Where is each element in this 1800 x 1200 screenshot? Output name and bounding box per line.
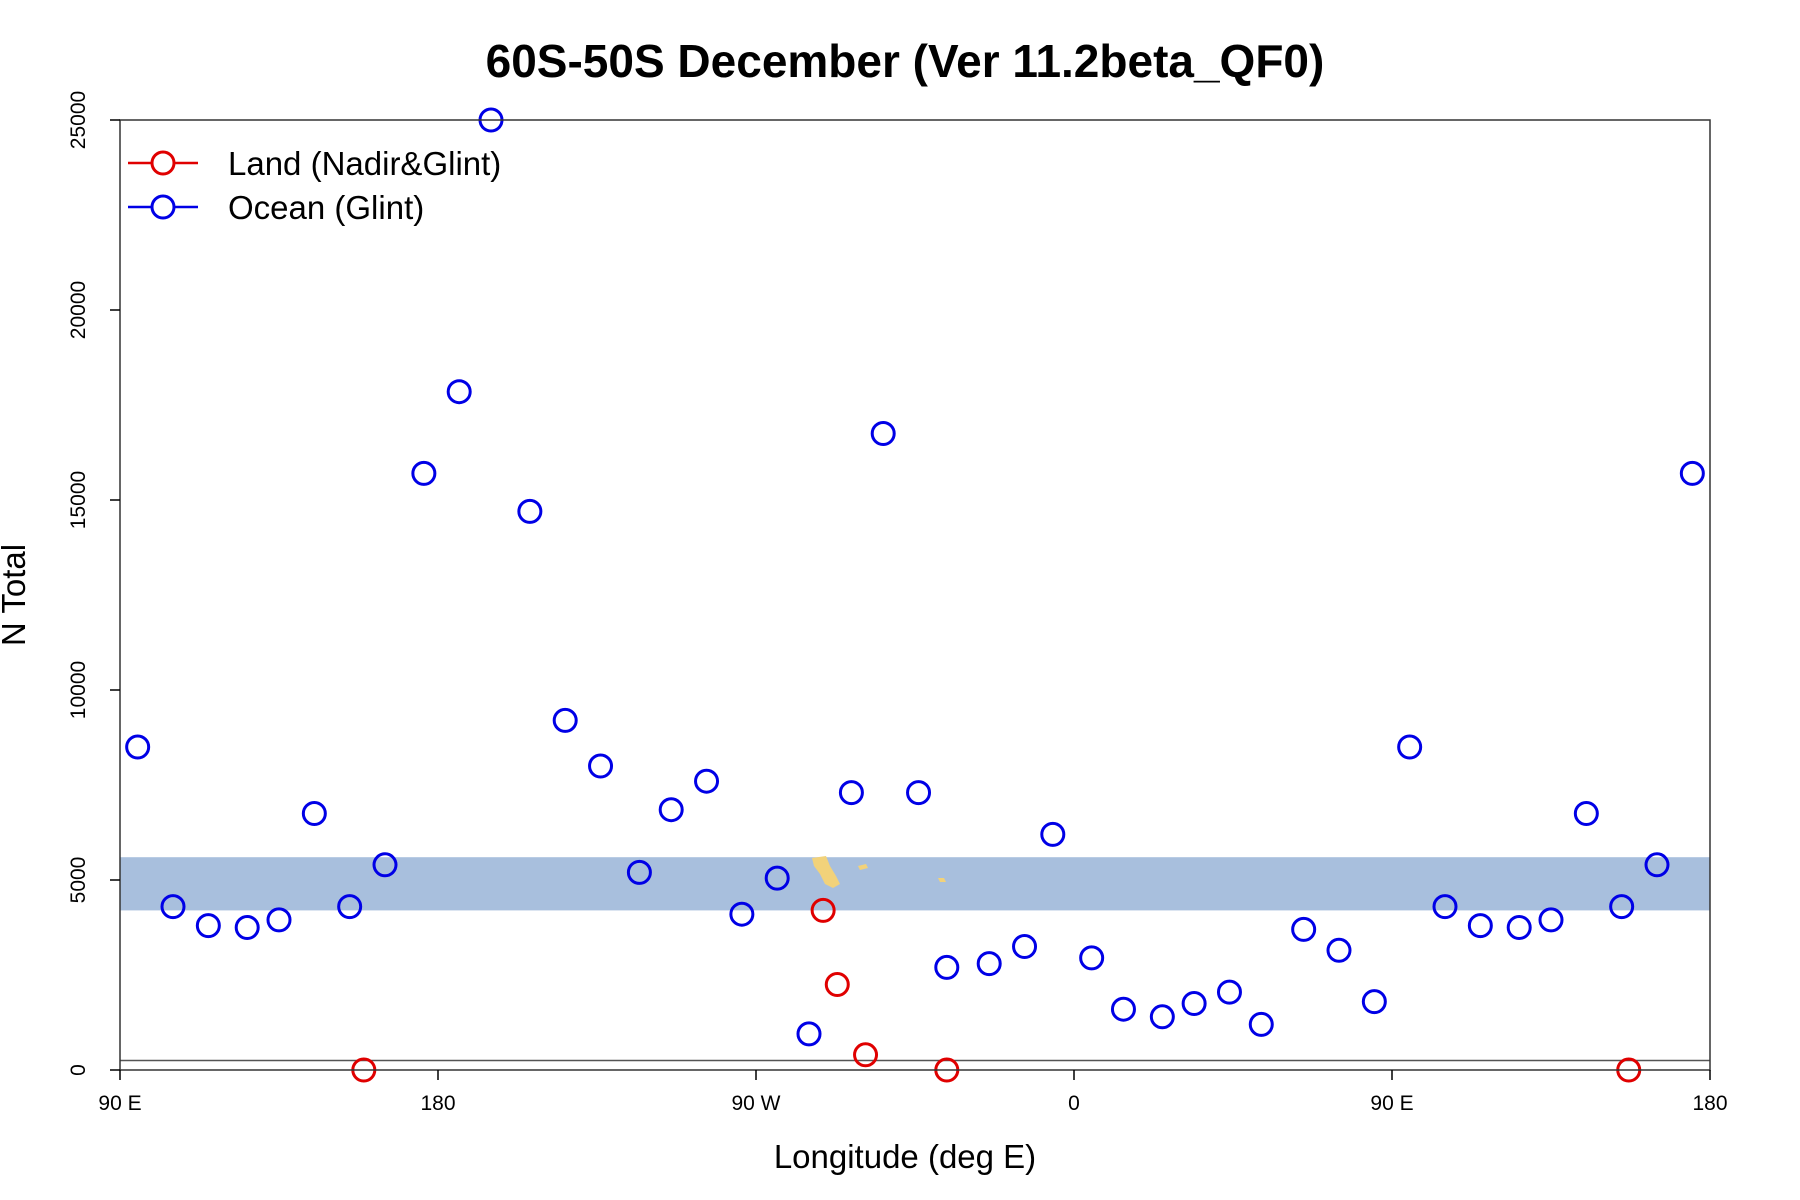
x-tick-label: 180 [1692, 1092, 1727, 1115]
legend-marker-land [150, 150, 176, 176]
ocean-point-20 [838, 780, 864, 806]
ocean-point-15 [658, 797, 684, 823]
ocean-point-19 [796, 1021, 822, 1047]
ocean-point-40 [1538, 907, 1564, 933]
ocean-point-0 [125, 734, 151, 760]
ocean-point-4 [266, 907, 292, 933]
legend-label-ocean: Ocean (Glint) [228, 189, 424, 226]
ocean-point-7 [372, 852, 398, 878]
x-tick-label: 0 [1068, 1092, 1080, 1115]
x-tick-label: 180 [420, 1092, 455, 1115]
map-land-patch [938, 878, 946, 882]
ocean-point-34 [1326, 937, 1352, 963]
x-tick-label: 90 W [731, 1092, 780, 1115]
ocean-point-8 [411, 460, 437, 486]
ocean-point-44 [1679, 460, 1705, 486]
ocean-point-2 [195, 913, 221, 939]
ocean-point-13 [588, 753, 614, 779]
map-band [120, 856, 1710, 911]
map-land-patch [812, 856, 840, 888]
legend-label-land: Land (Nadir&Glint) [228, 145, 501, 182]
legend-marker-ocean [150, 194, 176, 220]
ocean-point-33 [1291, 916, 1317, 942]
ocean-point-26 [1040, 821, 1066, 847]
ocean-point-27 [1079, 945, 1105, 971]
legend: Land (Nadir&Glint) Ocean (Glint) [128, 145, 501, 226]
ocean-point-36 [1397, 734, 1423, 760]
ocean-point-3 [234, 915, 260, 940]
plot-frame [119, 119, 1711, 1071]
ocean-point-9 [446, 379, 472, 405]
y-tick-label: 25000 [67, 91, 90, 149]
x-tick-label: 90 E [1370, 1092, 1413, 1115]
ocean-point-18 [764, 865, 790, 891]
ocean-point-35 [1361, 989, 1387, 1015]
ocean-point-14 [626, 859, 652, 885]
y-tick-label: 5000 [67, 857, 90, 904]
land-point-1 [810, 897, 836, 923]
ocean-point-24 [976, 951, 1002, 977]
y-tick-label: 20000 [67, 281, 90, 339]
ocean-point-30 [1181, 991, 1207, 1016]
ocean-point-41 [1573, 801, 1599, 826]
x-axis: 90 E 180 90 W 0 90 E 180 [98, 1070, 1728, 1115]
ocean-point-6 [337, 894, 363, 920]
ocean-point-38 [1467, 913, 1493, 939]
ocean-point-11 [517, 498, 543, 524]
ocean-point-1 [160, 894, 186, 920]
x-tick-label: 90 E [98, 1092, 141, 1115]
ocean-point-23 [934, 954, 960, 980]
y-tick-label: 10000 [67, 661, 90, 719]
ocean-point-42 [1609, 894, 1635, 920]
ocean-point-37 [1432, 894, 1458, 920]
land-point-2 [824, 972, 850, 997]
ocean-point-5 [301, 801, 327, 826]
ocean-point-17 [729, 901, 755, 927]
y-tick-label: 15000 [67, 471, 90, 529]
ocean-point-31 [1216, 979, 1242, 1005]
chart-title: 60S-50S December (Ver 11.2beta_QF0) [486, 35, 1325, 87]
ocean-point-22 [906, 780, 932, 806]
ocean-point-29 [1149, 1004, 1175, 1030]
ocean-point-12 [552, 707, 578, 733]
map-band-rect [120, 857, 1710, 911]
y-axis: 0 5000 10000 15000 20000 25000 [67, 91, 120, 1076]
ocean-point-28 [1110, 996, 1136, 1022]
points-layer [125, 107, 1705, 1083]
map-land-patch [858, 864, 868, 870]
ocean-point-25 [1012, 934, 1038, 959]
ocean-point-43 [1644, 852, 1670, 878]
x-axis-label: Longitude (deg E) [774, 1138, 1036, 1175]
ocean-point-39 [1506, 915, 1532, 940]
y-tick-label: 0 [67, 1064, 90, 1076]
ocean-point-32 [1248, 1011, 1274, 1037]
land-point-3 [853, 1042, 879, 1068]
ocean-point-21 [870, 421, 896, 446]
y-axis-label: N Total [0, 544, 32, 646]
ocean-point-16 [694, 768, 720, 794]
